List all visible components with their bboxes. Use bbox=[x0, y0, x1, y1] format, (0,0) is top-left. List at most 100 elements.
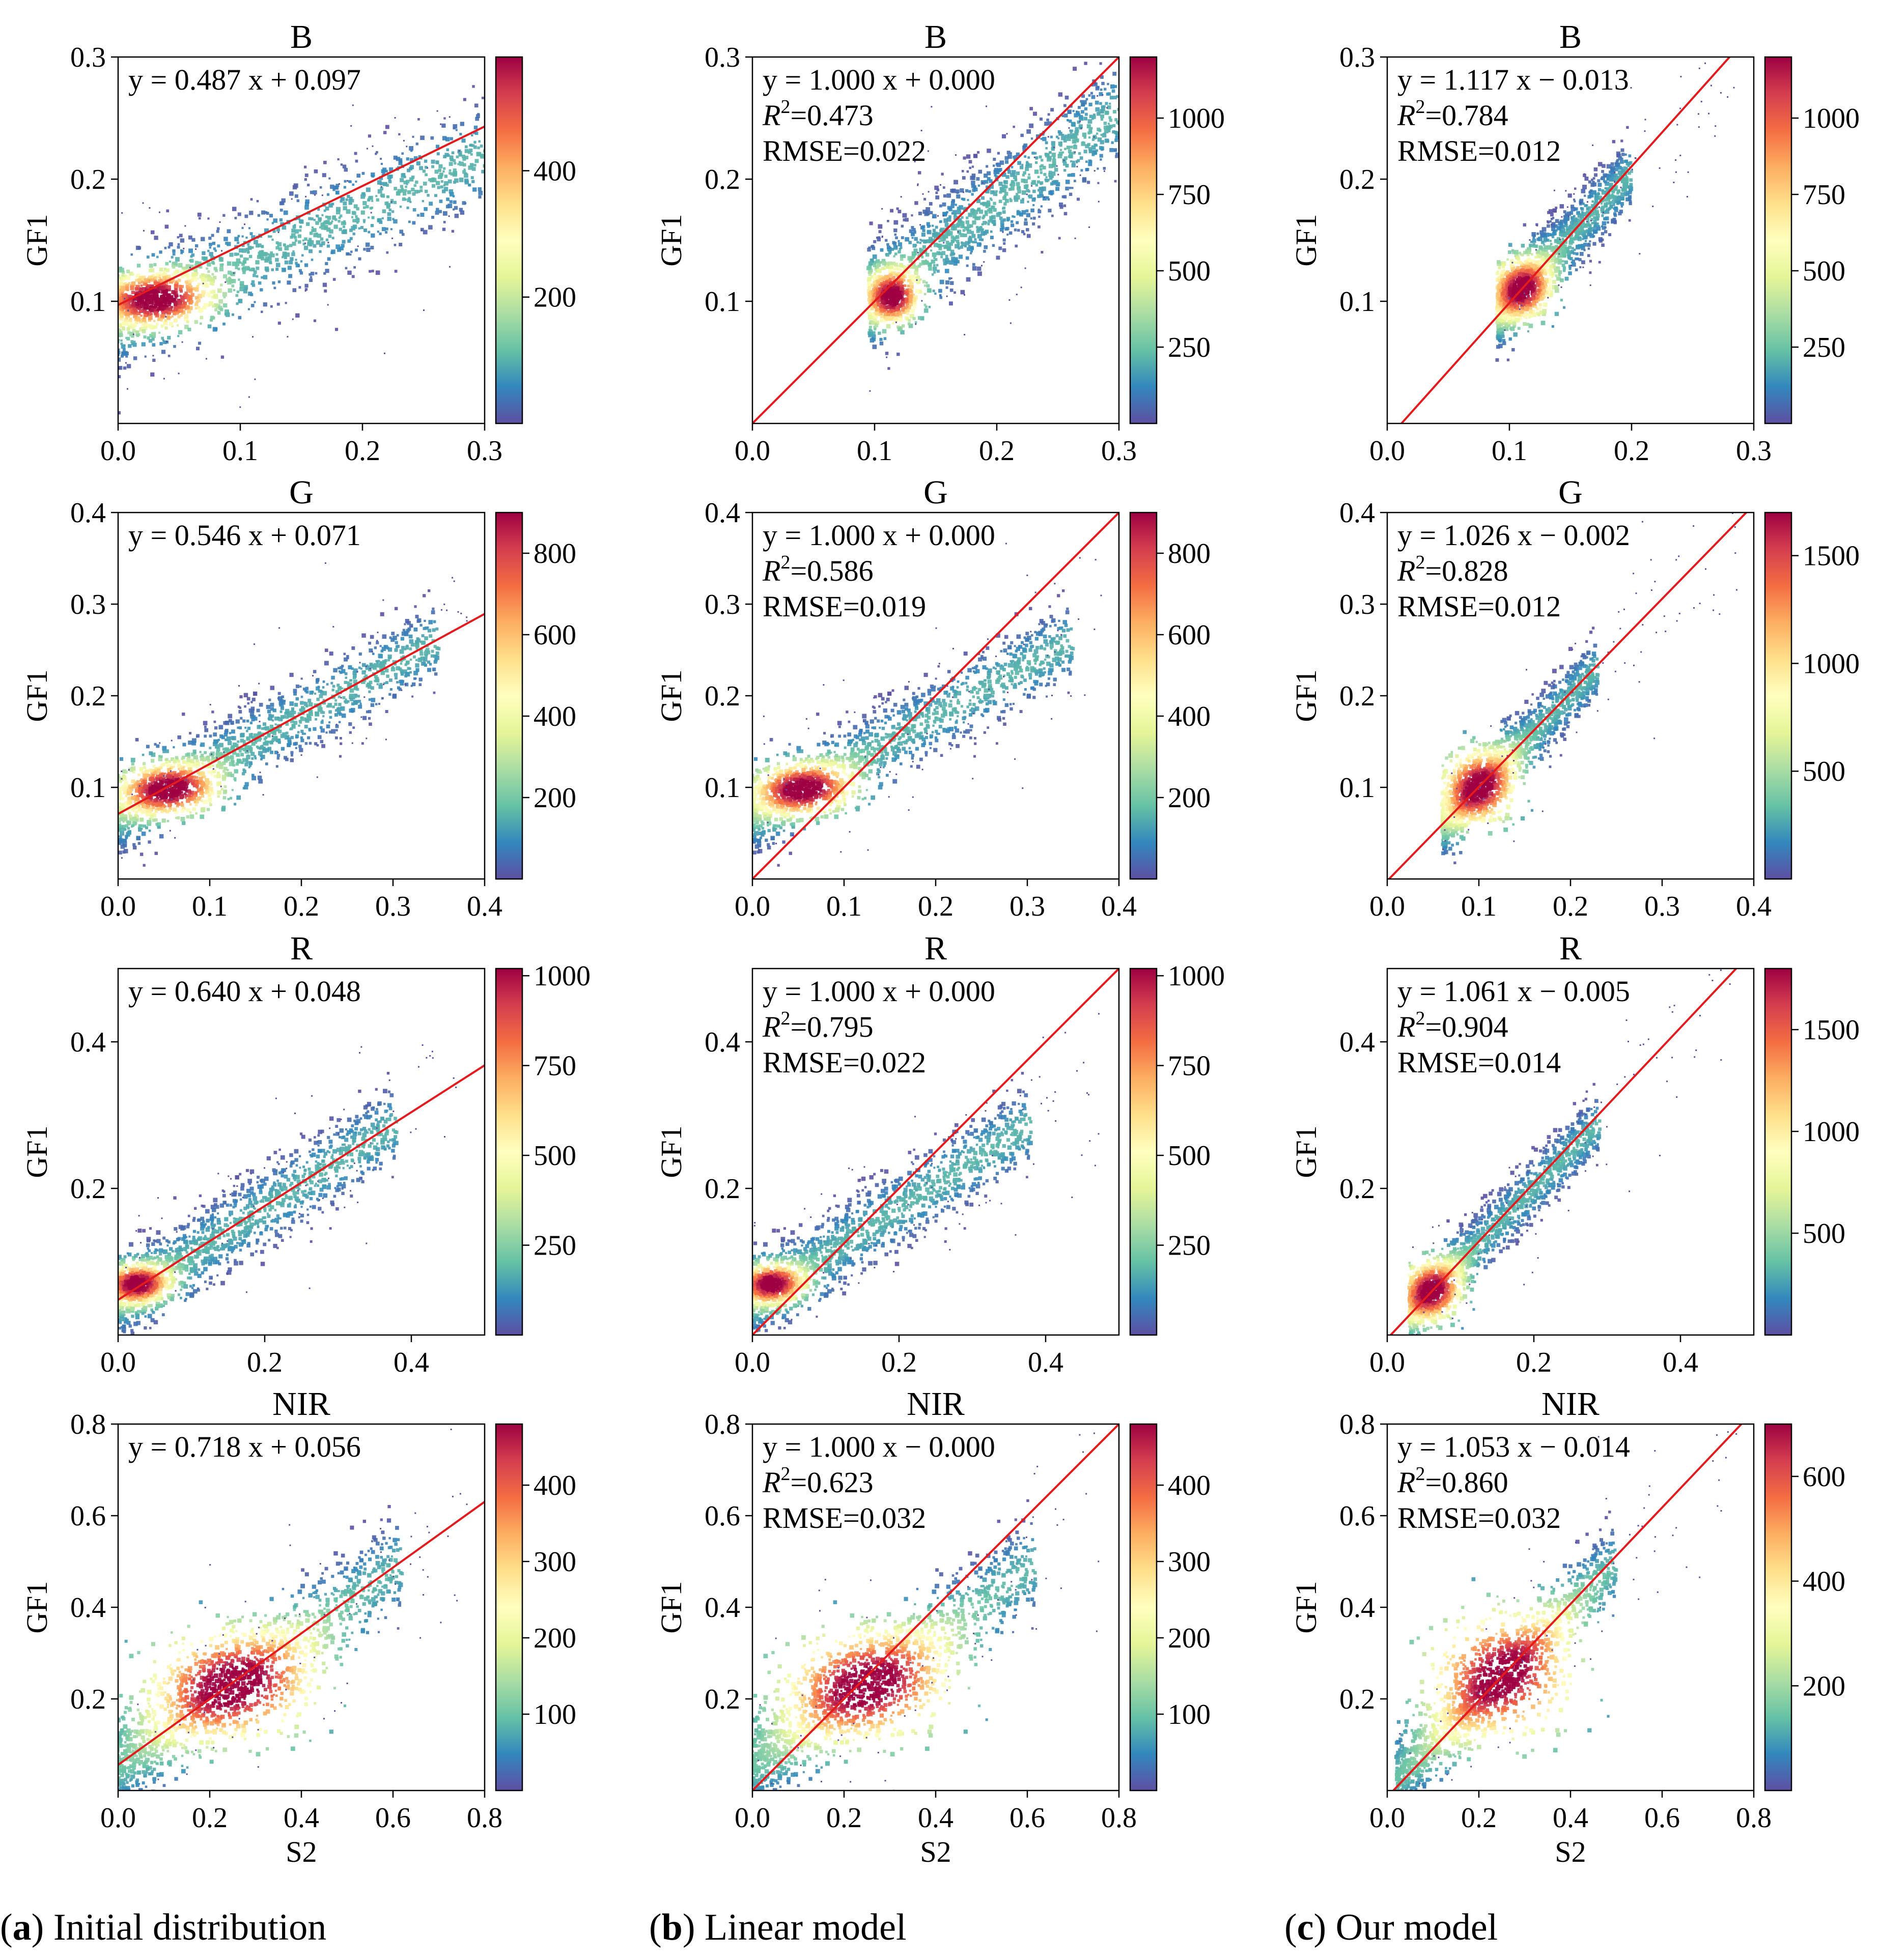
rmse-value: RMSE=0.022 bbox=[763, 134, 926, 167]
colorbar bbox=[495, 1423, 523, 1792]
fit-equation: y = 1.026 x − 0.002 bbox=[1397, 519, 1630, 552]
fit-line bbox=[752, 969, 1119, 1335]
subplot-title: NIR bbox=[272, 1385, 330, 1423]
x-tick-label: 0.4 bbox=[284, 1802, 319, 1834]
colorbar-tick-label: 400 bbox=[534, 1470, 576, 1501]
y-tick-label: 0.4 bbox=[1339, 1027, 1375, 1058]
x-tick-label: 0.4 bbox=[1553, 1802, 1588, 1834]
y-axis-label: GF1 bbox=[20, 1125, 53, 1178]
r-squared-exponent: 2 bbox=[1415, 552, 1425, 573]
axes-frame bbox=[117, 56, 486, 424]
colorbar-tick-label: 250 bbox=[1168, 1230, 1211, 1262]
x-tick-label: 0.3 bbox=[1101, 435, 1137, 467]
y-axis-label: GF1 bbox=[655, 1581, 688, 1633]
y-tick-label: 0.2 bbox=[70, 680, 106, 712]
y-axis-label: GF1 bbox=[655, 1125, 688, 1178]
axes-frame bbox=[117, 968, 486, 1336]
y-axis-label: GF1 bbox=[20, 669, 53, 722]
caption-c: (c) Our model bbox=[1284, 1906, 1498, 1949]
y-tick-label: 0.3 bbox=[70, 42, 106, 73]
x-tick-label: 0.6 bbox=[375, 1802, 411, 1834]
r-squared-value: =0.473 bbox=[790, 99, 873, 132]
colorbar-tick-label: 500 bbox=[1803, 1218, 1845, 1249]
fit-equation: y = 0.640 x + 0.048 bbox=[128, 975, 361, 1008]
x-tick-label: 0.3 bbox=[1644, 891, 1680, 922]
x-tick-label: 0.0 bbox=[100, 1802, 136, 1834]
colorbar bbox=[1764, 1423, 1792, 1792]
fit-equation: y = 0.546 x + 0.071 bbox=[128, 519, 361, 552]
colorbar-tick-label: 200 bbox=[534, 782, 576, 814]
subplot-title: G bbox=[923, 474, 948, 511]
colorbar-tick-label: 100 bbox=[1168, 1699, 1211, 1730]
rmse-value: RMSE=0.014 bbox=[1397, 1046, 1561, 1079]
colorbar-tick-label: 1000 bbox=[1803, 103, 1860, 134]
x-tick-label: 0.4 bbox=[1101, 891, 1137, 922]
y-tick-label: 0.2 bbox=[1339, 680, 1375, 712]
subplot-g-3: 0.0 0.1 0.2 0.3 0.4 0.1 0.2 0.3 0.4 G GF1 y = 1.026… bbox=[1289, 474, 1860, 922]
y-tick-label: 0.4 bbox=[1339, 1592, 1375, 1624]
colorbar-tick-label: 250 bbox=[1168, 332, 1211, 363]
axes-frame bbox=[1386, 968, 1755, 1336]
colorbar-tick-label: 300 bbox=[1168, 1546, 1211, 1578]
y-tick-label: 0.8 bbox=[70, 1409, 106, 1440]
colorbar-tick-label: 400 bbox=[1803, 1566, 1845, 1598]
r-squared-symbol: R bbox=[1397, 1466, 1415, 1499]
subplot-g-1: 0.0 0.1 0.2 0.3 0.4 0.1 0.2 0.3 0.4 G GF1 y = 0.546… bbox=[20, 474, 576, 922]
r-squared: R2=0.473 bbox=[762, 96, 874, 132]
y-tick-label: 0.2 bbox=[705, 1684, 740, 1715]
r-squared-exponent: 2 bbox=[780, 1463, 790, 1485]
y-tick-label: 0.4 bbox=[705, 1027, 740, 1058]
x-tick-label: 0.0 bbox=[735, 1802, 770, 1834]
x-tick-label: 0.1 bbox=[826, 891, 862, 922]
r-squared-value: =0.828 bbox=[1425, 554, 1508, 587]
colorbar bbox=[1764, 512, 1792, 880]
r-squared-exponent: 2 bbox=[1415, 96, 1425, 118]
colorbar-tick-label: 800 bbox=[1168, 538, 1211, 570]
x-tick-label: 0.0 bbox=[735, 435, 770, 467]
x-tick-label: 0.1 bbox=[222, 435, 258, 467]
subplot-nir-2: 0.0 0.2 0.4 0.6 0.8 0.2 0.4 0.6 0.8 NIR GF1 S2 y = 1… bbox=[655, 1385, 1211, 1868]
fit-line bbox=[118, 1064, 485, 1301]
y-tick-label: 0.2 bbox=[705, 1173, 740, 1205]
subplot-b-3: 0.0 0.1 0.2 0.3 0.1 0.2 0.3 B GF1 y = 1.117 x − 0… bbox=[1289, 18, 1860, 467]
subplot-g-2: 0.0 0.1 0.2 0.3 0.4 0.1 0.2 0.3 0.4 G GF1 y = 1.000… bbox=[655, 474, 1211, 922]
r-squared-value: =0.623 bbox=[790, 1466, 873, 1499]
axes-frame bbox=[1386, 56, 1755, 424]
figure-grid: 0.0 0.1 0.2 0.3 0.1 0.2 0.3 B GF1 y = 0.487 x + 0… bbox=[20, 18, 1860, 1868]
y-axis-label: GF1 bbox=[1289, 1125, 1323, 1178]
y-axis-label: GF1 bbox=[20, 1581, 53, 1633]
y-tick-label: 0.3 bbox=[705, 42, 740, 73]
fit-line bbox=[118, 125, 485, 306]
x-tick-label: 0.2 bbox=[284, 891, 319, 922]
subplot-title: B bbox=[1559, 18, 1582, 55]
x-tick-label: 0.4 bbox=[1663, 1347, 1698, 1378]
y-axis-label: GF1 bbox=[1289, 1581, 1323, 1633]
colorbar bbox=[1764, 56, 1792, 424]
density-cloud bbox=[118, 85, 485, 415]
x-tick-label: 0.4 bbox=[394, 1347, 429, 1378]
y-tick-label: 0.8 bbox=[1339, 1409, 1375, 1440]
y-tick-label: 0.2 bbox=[1339, 1173, 1375, 1205]
x-tick-label: 0.3 bbox=[467, 435, 502, 467]
x-tick-label: 0.3 bbox=[1736, 435, 1772, 467]
colorbar-tick-label: 250 bbox=[1803, 332, 1845, 363]
subplot-title: NIR bbox=[1541, 1385, 1600, 1423]
subplot-title: G bbox=[1558, 474, 1583, 511]
colorbar-tick-label: 500 bbox=[1168, 1140, 1211, 1172]
x-tick-label: 0.0 bbox=[1369, 1347, 1405, 1378]
y-axis-label: GF1 bbox=[655, 214, 688, 266]
colorbar-tick-label: 500 bbox=[1168, 255, 1211, 287]
x-tick-label: 0.4 bbox=[467, 891, 502, 922]
x-tick-label: 0.2 bbox=[1553, 891, 1588, 922]
colorbar bbox=[1129, 968, 1158, 1336]
r-squared-value: =0.795 bbox=[790, 1010, 873, 1043]
r-squared: R2=0.784 bbox=[1397, 96, 1508, 132]
colorbar-tick-label: 1500 bbox=[1803, 541, 1860, 572]
x-tick-label: 0.1 bbox=[1461, 891, 1497, 922]
colorbar-tick-label: 300 bbox=[534, 1546, 576, 1578]
x-tick-label: 0.2 bbox=[247, 1347, 283, 1378]
colorbar bbox=[495, 512, 523, 880]
y-tick-label: 0.1 bbox=[70, 286, 106, 318]
colorbar-tick-label: 250 bbox=[534, 1230, 576, 1262]
x-tick-label: 0.0 bbox=[735, 891, 770, 922]
